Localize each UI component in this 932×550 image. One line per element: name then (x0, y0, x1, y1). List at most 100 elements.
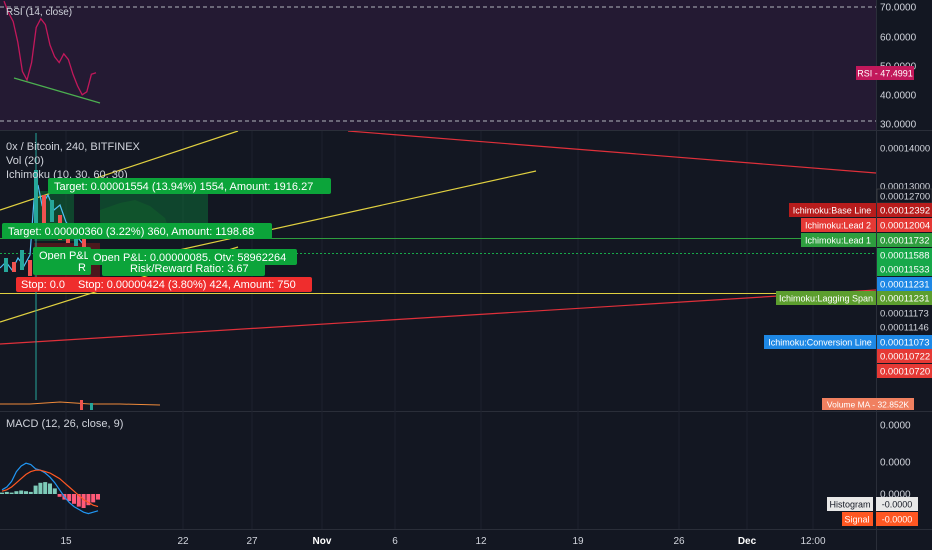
time-axis[interactable]: 15 22 27 Nov 6 12 19 26 Dec 12:00 (60, 536, 826, 547)
volume-bar (80, 400, 83, 410)
volume-ma-line (0, 401, 161, 406)
short-stop-label[interactable]: Stop: 0.0 (16, 277, 76, 292)
macd-histogram-bar (57, 494, 62, 497)
svg-text:-0.0000: -0.0000 (882, 500, 913, 510)
macd-histogram-bar (48, 483, 52, 494)
svg-text:Target: 0.00001554 (13.94%) 15: Target: 0.00001554 (13.94%) 1554, Amount… (54, 181, 313, 193)
base-line-name-tag: Ichimoku:Base Line (789, 203, 876, 217)
macd-line (1, 462, 99, 515)
svg-text:Volume MA - 32.852K: Volume MA - 32.852K (827, 400, 910, 410)
svg-text:Ichimoku:Lagging Span: Ichimoku:Lagging Span (779, 294, 873, 304)
signal-tag: Signal -0.0000 (842, 512, 918, 526)
candle (12, 262, 16, 272)
price-tick-label: 0.00011231 (880, 294, 930, 305)
macd-histogram-bar (38, 482, 43, 494)
svg-text:Ichimoku:Conversion Line: Ichimoku:Conversion Line (768, 338, 872, 348)
macd-histogram-bar (24, 491, 28, 494)
rsi-value-label: RSI - 47.4991 (857, 69, 913, 79)
macd-axis[interactable]: 0.0000 0.0000 0.0000 (880, 421, 911, 501)
macd-histogram-bar (19, 490, 24, 494)
price-tick-label: 0.00012700 (880, 192, 930, 203)
price-tick-label: 0.00011588 (880, 251, 930, 262)
macd-legend[interactable]: MACD (12, 26, close, 9) (6, 418, 123, 430)
time-tick-label: 6 (392, 536, 398, 547)
price-tick-label: 0.00010720 (880, 367, 930, 378)
svg-text:Risk/Reward Ratio: 3.67: Risk/Reward Ratio: 3.67 (130, 263, 249, 275)
rsi-tick-label: 60.0000 (880, 33, 917, 44)
price-tag-background (877, 349, 932, 363)
rsi-tick-label: 40.0000 (880, 91, 917, 102)
price-tick-label: 0.00011073 (880, 338, 930, 349)
price-tag-background (877, 233, 932, 247)
price-tick-label: 0.00011173 (880, 309, 929, 320)
candle (20, 250, 24, 270)
candle-large (34, 170, 38, 230)
time-tick-label: 12:00 (800, 536, 825, 547)
support-line[interactable] (0, 289, 876, 345)
rsi-divergence-line[interactable] (13, 77, 101, 104)
short-target-label[interactable]: Target: 0.00000360 (3.22%) 360, Amount: … (2, 223, 272, 239)
time-tick-label: Dec (738, 536, 757, 547)
time-tick-label: 12 (475, 536, 487, 547)
price-tag-background (877, 277, 932, 291)
svg-text:Open P&L: Open P&L (39, 250, 90, 262)
svg-text:-0.0000: -0.0000 (882, 515, 913, 525)
svg-text:Stop: 0.0: Stop: 0.0 (21, 279, 65, 291)
price-tag-background (877, 335, 932, 349)
short-risk-label[interactable]: R (33, 260, 91, 275)
price-tag-background (877, 291, 932, 305)
candle (4, 258, 8, 272)
rsi-line (3, 0, 97, 96)
risk-reward-label[interactable]: Risk/Reward Ratio: 3.67 (102, 261, 265, 276)
upper-trend-line[interactable] (0, 131, 239, 211)
macd-histogram-bar (28, 491, 33, 494)
macd-histogram-bar (67, 494, 72, 501)
conversion-name-tag: Ichimoku:Conversion Line (764, 335, 876, 349)
price-tick-label: 0.00010722 (880, 352, 930, 363)
macd-tick-label: 0.0000 (880, 490, 911, 501)
short-open-pl-label[interactable]: Open P&L (33, 247, 91, 263)
signal-line (1, 469, 99, 508)
rsi-tick-label: 30.0000 (880, 120, 917, 131)
candle (50, 200, 54, 222)
main-legend-title[interactable]: 0x / Bitcoin, 240, BITFINEX (6, 141, 141, 153)
price-tag-background (877, 218, 932, 232)
resistance-line[interactable] (347, 131, 876, 174)
time-tick-label: Nov (313, 536, 332, 547)
long-target-label[interactable]: Target: 0.00001554 (13.94%) 1554, Amount… (48, 178, 331, 194)
macd-histogram-bar (52, 488, 57, 494)
macd-histogram-bar (86, 494, 91, 506)
main-legend-vol[interactable]: Vol (20) (6, 155, 44, 167)
price-tag-background (877, 262, 932, 276)
macd-histogram-bar (33, 485, 38, 494)
svg-text:R: R (78, 262, 86, 274)
candle (42, 195, 46, 225)
price-tick-label: 0.00011231 (880, 280, 930, 291)
time-tick-label: 19 (572, 536, 584, 547)
macd-histogram-bar (43, 482, 48, 494)
macd-histogram-bar (72, 494, 76, 504)
price-tick-label: 0.00011533 (880, 265, 930, 276)
macd-histogram (0, 482, 100, 508)
price-tick-label: 0.00013000 (880, 182, 930, 193)
macd-histogram-bar (81, 494, 86, 508)
long-stop-label[interactable]: Stop: 0.00000424 (3.80%) 424, Amount: 75… (73, 277, 312, 292)
time-tick-label: 22 (177, 536, 189, 547)
svg-text:Target: 0.00000360 (3.22%) 360: Target: 0.00000360 (3.22%) 360, Amount: … (8, 226, 254, 238)
macd-histogram-bar (0, 492, 4, 494)
svg-text:Histogram: Histogram (829, 500, 870, 510)
macd-histogram-bar (91, 494, 96, 503)
svg-text:Signal: Signal (844, 515, 869, 525)
macd-tick-label: 0.0000 (880, 458, 911, 469)
price-tag-background (877, 248, 932, 262)
time-tick-label: 15 (60, 536, 72, 547)
histogram-tag: Histogram -0.0000 (827, 497, 918, 511)
macd-histogram-bar (14, 491, 19, 494)
rsi-tick-label: 70.0000 (880, 3, 917, 14)
svg-text:Ichimoku:Lead 1: Ichimoku:Lead 1 (805, 236, 871, 246)
rsi-legend[interactable]: RSI (14, close) (6, 7, 72, 18)
lead2-name-tag: Ichimoku:Lead 2 (801, 218, 876, 232)
